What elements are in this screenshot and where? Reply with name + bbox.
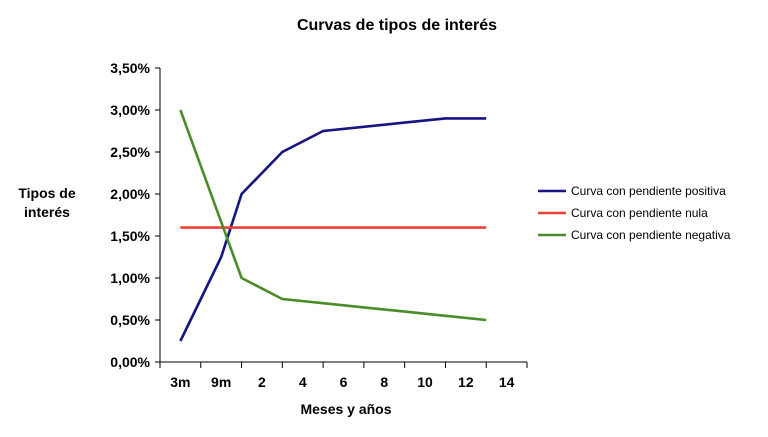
x-axis-title: Meses y años (300, 401, 391, 417)
y-tick-label: 2,50% (110, 144, 150, 160)
x-tick-label: 6 (340, 374, 348, 390)
x-tick-label: 4 (299, 374, 307, 390)
y-tick-label: 1,50% (110, 228, 150, 244)
legend: Curva con pendiente positiva Curva con pe… (538, 184, 731, 242)
chart-title: Curvas de tipos de interés (297, 17, 497, 34)
x-tick-label: 10 (417, 374, 433, 390)
y-tick-label: 3,50% (110, 60, 150, 76)
y-tick-label: 1,00% (110, 270, 150, 286)
y-axis-title-line-1: Tipos de (18, 185, 76, 201)
y-tick-label: 0,50% (110, 312, 150, 328)
y-tick-label: 0,00% (110, 354, 150, 370)
y-tick-label: 3,00% (110, 102, 150, 118)
legend-label: Curva con pendiente nula (571, 206, 708, 220)
plot-area: 0,00% 0,50% 1,00% 1,50% 2,00% 2,50% 3,00% 3,50%… (110, 60, 528, 390)
legend-label: Curva con pendiente negativa (571, 228, 731, 242)
series-line-3 (179, 109, 487, 322)
y-axis-title-line-2: interés (24, 204, 70, 220)
x-tick-label: 2 (258, 374, 266, 390)
legend-label: Curva con pendiente positiva (571, 184, 726, 198)
x-tick-label: 14 (499, 374, 515, 390)
y-tick-label: 2,00% (110, 186, 150, 202)
x-tick-label: 8 (380, 374, 388, 390)
x-tick-label: 12 (458, 374, 474, 390)
series-line-1 (179, 117, 487, 342)
x-tick-label: 3m (170, 374, 190, 390)
x-tick-label: 9m (211, 374, 231, 390)
